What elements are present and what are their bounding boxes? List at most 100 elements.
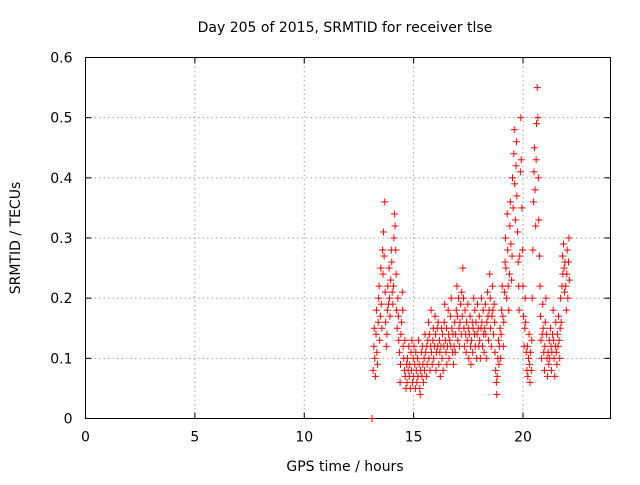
data-point: [390, 282, 397, 290]
data-point: [500, 288, 508, 296]
data-point: [486, 294, 494, 302]
data-point: [524, 372, 532, 380]
data-point: [468, 336, 476, 344]
data-point: [519, 312, 527, 320]
data-point: [408, 336, 416, 344]
data-point: [475, 312, 483, 320]
data-point: [525, 330, 533, 338]
data-point: [394, 312, 402, 320]
data-point: [397, 330, 405, 338]
data-point: [536, 282, 544, 290]
data-point: [517, 156, 525, 164]
data-point: [426, 366, 434, 374]
data-point: [557, 294, 565, 302]
data-point: [564, 294, 572, 302]
data-point: [504, 246, 512, 254]
data-point: [482, 330, 490, 338]
data-point: [560, 264, 568, 272]
data-point: [543, 330, 551, 338]
data-point: [446, 336, 454, 344]
data-point: [379, 228, 387, 236]
data-point: [547, 366, 555, 374]
data-point: [551, 372, 559, 380]
data-point: [481, 300, 489, 308]
y-tick-label: 0.6: [50, 51, 72, 67]
data-point: [510, 126, 518, 134]
data-point: [527, 366, 535, 374]
data-point: [451, 348, 459, 356]
data-point: [474, 300, 481, 308]
data-point: [374, 318, 382, 326]
data-point: [517, 114, 525, 122]
data-point: [554, 342, 562, 350]
data-point: [381, 198, 389, 206]
data-point: [390, 210, 398, 218]
data-point: [465, 354, 473, 362]
data-point: [557, 318, 565, 326]
data-point: [480, 348, 488, 356]
data-point: [370, 324, 378, 332]
data-point: [445, 354, 453, 362]
data-point: [378, 324, 386, 332]
data-point: [516, 252, 524, 260]
chart-title: Day 205 of 2015, SRMTID for receiver tls…: [198, 20, 493, 36]
data-point: [479, 306, 487, 314]
data-point: [472, 318, 480, 326]
data-point: [545, 360, 553, 368]
data-point: [508, 276, 516, 284]
data-point: [492, 378, 500, 386]
data-point: [521, 324, 529, 332]
data-point: [505, 270, 513, 278]
data-point: [512, 138, 520, 146]
data-point: [496, 324, 504, 332]
data-point: [388, 288, 396, 296]
data-point: [552, 348, 560, 356]
data-point: [489, 330, 497, 338]
data-point: [458, 288, 466, 296]
data-point: [493, 372, 501, 380]
x-axis-label: GPS time / hours: [286, 459, 403, 475]
data-point: [376, 312, 384, 320]
data-point: [414, 336, 422, 344]
data-point: [559, 240, 567, 248]
data-point: [513, 192, 521, 200]
data-point: [519, 246, 527, 254]
data-point: [556, 324, 564, 332]
data-point: [443, 360, 451, 368]
data-point: [515, 306, 523, 314]
data-point: [530, 198, 537, 206]
tick-labels: 0 5 10 15 20 0 0.1 0.2 0.3 0.4 0.5 0.6: [50, 51, 532, 446]
data-point: [467, 360, 475, 368]
data-point: [456, 318, 464, 326]
data-point: [375, 282, 383, 290]
data-point: [416, 384, 424, 392]
data-point: [556, 354, 564, 362]
data-point: [484, 336, 492, 344]
data-point: [372, 306, 380, 314]
data-point: [499, 342, 507, 350]
data-point: [519, 282, 527, 290]
data-point: [488, 282, 496, 290]
data-point: [399, 306, 407, 314]
data-point: [464, 300, 472, 308]
data-point: [460, 342, 468, 350]
data-point: [425, 330, 433, 338]
data-point: [511, 180, 519, 188]
data-point: [401, 336, 409, 344]
data-point: [432, 366, 440, 374]
data-point: [565, 276, 573, 284]
data-point: [392, 246, 400, 254]
data-point: [503, 294, 511, 302]
data-point: [439, 366, 447, 374]
data-point: [482, 354, 490, 362]
data-point: [448, 324, 456, 332]
data-point: [506, 198, 514, 206]
data-point: [477, 294, 485, 302]
data-point: [535, 216, 543, 224]
data-point: [507, 240, 515, 248]
data-point: [398, 318, 406, 326]
data-point: [435, 360, 443, 368]
y-tick-label: 0.3: [50, 231, 72, 247]
data-point: [389, 300, 397, 308]
data-point: [502, 264, 510, 272]
